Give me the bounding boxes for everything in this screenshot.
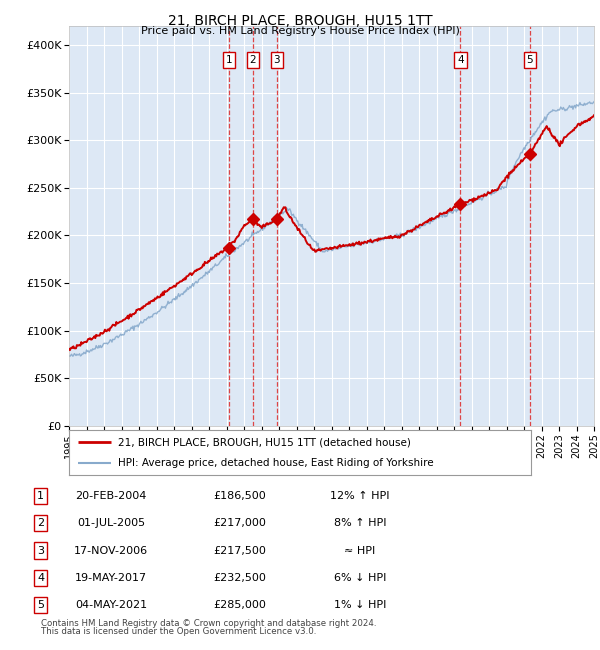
Text: 5: 5: [37, 600, 44, 610]
Text: 1: 1: [37, 491, 44, 501]
Text: 17-NOV-2006: 17-NOV-2006: [74, 545, 148, 556]
Text: 5: 5: [526, 55, 533, 65]
Text: 2: 2: [37, 518, 44, 528]
Text: 19-MAY-2017: 19-MAY-2017: [75, 573, 147, 583]
Text: £232,500: £232,500: [214, 573, 266, 583]
Text: £285,000: £285,000: [214, 600, 266, 610]
Text: 6% ↓ HPI: 6% ↓ HPI: [334, 573, 386, 583]
Text: Price paid vs. HM Land Registry's House Price Index (HPI): Price paid vs. HM Land Registry's House …: [140, 26, 460, 36]
Text: 1% ↓ HPI: 1% ↓ HPI: [334, 600, 386, 610]
Text: 21, BIRCH PLACE, BROUGH, HU15 1TT: 21, BIRCH PLACE, BROUGH, HU15 1TT: [167, 14, 433, 29]
Text: ≈ HPI: ≈ HPI: [344, 545, 376, 556]
Text: Contains HM Land Registry data © Crown copyright and database right 2024.: Contains HM Land Registry data © Crown c…: [41, 619, 376, 628]
Text: 21, BIRCH PLACE, BROUGH, HU15 1TT (detached house): 21, BIRCH PLACE, BROUGH, HU15 1TT (detac…: [118, 437, 410, 447]
Text: £186,500: £186,500: [214, 491, 266, 501]
Text: 2: 2: [250, 55, 256, 65]
Text: 01-JUL-2005: 01-JUL-2005: [77, 518, 145, 528]
Text: £217,000: £217,000: [214, 518, 266, 528]
Text: 04-MAY-2021: 04-MAY-2021: [75, 600, 147, 610]
Text: 3: 3: [37, 545, 44, 556]
Text: £217,500: £217,500: [214, 545, 266, 556]
Text: 1: 1: [226, 55, 232, 65]
Text: 3: 3: [274, 55, 280, 65]
Text: 4: 4: [457, 55, 464, 65]
Text: 12% ↑ HPI: 12% ↑ HPI: [330, 491, 390, 501]
Text: 8% ↑ HPI: 8% ↑ HPI: [334, 518, 386, 528]
Text: 4: 4: [37, 573, 44, 583]
Text: This data is licensed under the Open Government Licence v3.0.: This data is licensed under the Open Gov…: [41, 627, 316, 636]
Text: 20-FEB-2004: 20-FEB-2004: [76, 491, 146, 501]
Text: HPI: Average price, detached house, East Riding of Yorkshire: HPI: Average price, detached house, East…: [118, 458, 433, 467]
